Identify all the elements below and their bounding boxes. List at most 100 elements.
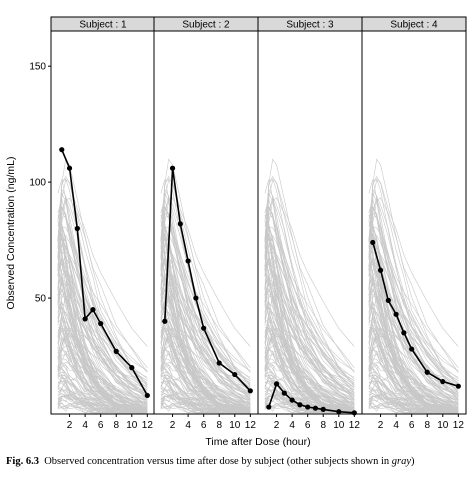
background-series-line: [160, 403, 251, 414]
background-series-line: [160, 212, 251, 403]
background-series-line: [160, 158, 251, 385]
subject-data-point: [377, 267, 384, 273]
subject-data-point: [216, 360, 222, 366]
x-tick-label: 2: [274, 420, 280, 431]
background-series-line: [264, 346, 355, 414]
background-series-line: [264, 192, 355, 408]
x-tick-label: 4: [82, 420, 88, 431]
background-series-line: [160, 198, 251, 397]
background-series-line: [57, 227, 148, 373]
background-series-line: [368, 394, 459, 413]
background-series-line: [368, 224, 459, 398]
subject-data-point: [185, 258, 191, 264]
subject-data-point: [370, 239, 376, 246]
background-series-line: [368, 179, 459, 347]
x-tick-label: 8: [113, 420, 119, 431]
background-series-line: [160, 394, 251, 413]
x-tick-label: 6: [201, 420, 207, 431]
background-series-line: [264, 376, 355, 409]
subject-series-line: [268, 382, 355, 414]
figure-caption-text: Observed concentration versus time after…: [44, 456, 392, 467]
subject-data-point: [305, 404, 311, 410]
background-series-line: [160, 332, 251, 406]
background-series-line: [368, 311, 459, 414]
x-tick-label: 2: [378, 420, 384, 431]
background-series-line: [57, 281, 148, 396]
background-series-line: [264, 306, 355, 414]
background-series-line: [368, 158, 459, 385]
x-tick-label: 6: [409, 420, 415, 431]
subject-data-point: [281, 390, 287, 396]
panel-subject-1: Subject : 1 2 4 6 8 10 12: [50, 16, 156, 431]
background-series-line: [57, 212, 148, 403]
x-tick-label: 10: [333, 420, 345, 431]
figure-caption: Fig. 6.3 Observed concentration versus t…: [6, 456, 471, 467]
x-tick-label: 12: [245, 420, 257, 431]
subject-data-point: [162, 318, 168, 324]
background-series-line: [368, 212, 459, 368]
panel-strip-label: Subject : 2: [182, 20, 230, 31]
background-series-line: [160, 402, 251, 414]
background-series-line: [57, 192, 148, 408]
background-series-line: [57, 198, 148, 397]
subject-data-point: [385, 297, 391, 303]
panel-frame: [361, 30, 467, 415]
subject-data-point: [289, 397, 295, 403]
background-series-line: [160, 374, 251, 411]
subject-data-point: [266, 404, 272, 410]
x-tick-label: 6: [98, 420, 104, 431]
background-series-line: [57, 195, 148, 387]
background-series-line: [368, 346, 459, 414]
subject-data-point: [113, 348, 119, 354]
background-series-line: [368, 332, 459, 406]
background-series-line: [57, 226, 148, 411]
background-series-line: [368, 306, 459, 414]
background-series-line: [160, 227, 251, 373]
background-series-line: [368, 179, 459, 389]
background-series-line: [368, 198, 459, 397]
background-series-line: [264, 234, 355, 404]
subject-data-point: [247, 388, 253, 394]
x-tick-label: 8: [424, 420, 430, 431]
x-tick-label: 8: [216, 420, 222, 431]
background-series-line: [160, 197, 251, 373]
background-series-line: [368, 227, 459, 373]
background-series-line: [264, 226, 355, 411]
background-series-line: [57, 332, 148, 406]
background-series-line: [368, 274, 459, 401]
y-tick-label: 50: [35, 294, 47, 305]
background-series-line: [160, 226, 251, 411]
subject-data-point: [59, 147, 65, 153]
x-tick-label: 8: [320, 420, 326, 431]
background-series-line: [160, 236, 251, 396]
background-series-line: [264, 274, 355, 401]
background-series-line: [264, 212, 355, 403]
subject-data-point: [129, 365, 135, 371]
background-series-line: [264, 175, 355, 385]
background-series-line: [57, 280, 148, 411]
background-series-line: [264, 178, 355, 388]
background-series-line: [264, 198, 355, 397]
y-axis: 50 100 150: [29, 62, 51, 305]
background-series-line: [264, 332, 355, 406]
background-series-line: [57, 179, 148, 389]
subject-data-point: [336, 409, 342, 415]
background-series-line: [368, 280, 459, 411]
x-tick-label: 10: [126, 420, 138, 431]
background-series-line: [368, 364, 459, 414]
background-series-line: [368, 195, 459, 387]
panel-subject-2: Subject : 2 2 4 6 8 10 12: [153, 16, 259, 431]
background-series-line: [264, 212, 355, 368]
background-series-line: [368, 281, 459, 391]
x-tick-label: 10: [437, 420, 449, 431]
subject-data-point: [424, 369, 430, 375]
background-series-line: [368, 197, 459, 373]
background-series-line: [368, 234, 459, 404]
background-series-line: [368, 192, 459, 408]
background-series-line: [264, 227, 355, 373]
background-series-line: [57, 178, 148, 388]
panel-subject-3: Subject : 3 2 4 6 8 10 12: [257, 16, 363, 431]
background-series-line: [264, 402, 355, 414]
background-series-line: [264, 364, 355, 414]
background-subjects-series: [368, 158, 459, 414]
